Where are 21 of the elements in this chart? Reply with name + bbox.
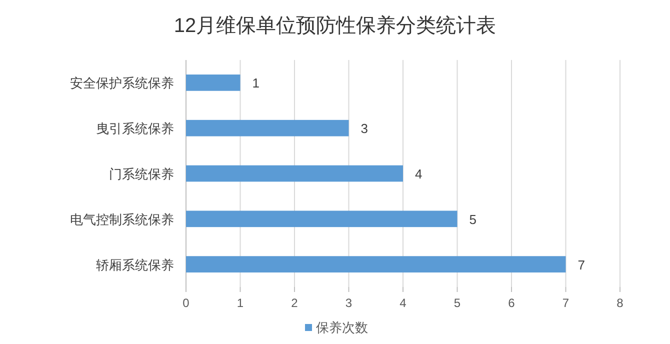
category-label: 曳引系统保养 [96,121,174,136]
x-tick-label: 6 [508,296,515,310]
x-tick-label: 8 [616,296,624,310]
x-tick-label: 7 [562,296,570,310]
data-label: 5 [469,212,476,227]
data-label: 3 [360,121,368,136]
legend-label: 保养次数 [316,320,368,335]
category-label: 电气控制系统保养 [70,212,174,227]
data-label: 7 [578,257,585,272]
title: 12月维保单位预防性保养分类统计表 [174,15,496,37]
category-label: 门系统保养 [109,166,174,182]
x-tick-label: 4 [400,296,406,310]
x-tick-label: 5 [454,296,461,310]
data-label: 4 [415,166,422,182]
data-label: 1 [252,76,260,91]
x-tick-label: 1 [236,296,244,310]
x-tick-label: 0 [182,296,190,310]
x-tick-label: 2 [291,296,298,310]
category-label: 安全保护系统保养 [70,76,174,91]
category-label: 轿厢系统保养 [96,257,174,272]
x-tick-label: 3 [345,296,352,310]
